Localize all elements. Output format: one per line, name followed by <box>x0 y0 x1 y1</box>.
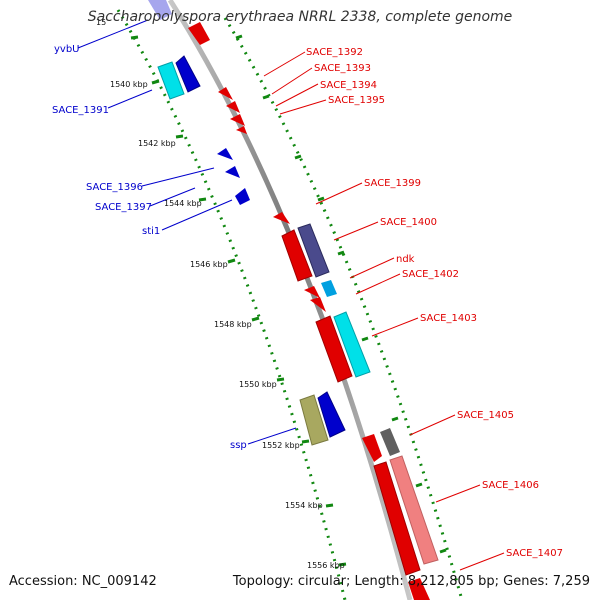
gene-feature-ndk[interactable] <box>304 286 320 298</box>
gene-feature-yvbU[interactable] <box>148 0 172 20</box>
tick-label-1556: 1556 kbp <box>307 561 345 570</box>
gene-label-SACE_1402[interactable]: SACE_1402 <box>402 269 459 280</box>
tick-label-1544: 1544 kbp <box>164 199 202 208</box>
gene-feature-SACE_1400[interactable] <box>281 229 313 282</box>
gene-feature-SACE_1400-slate[interactable] <box>297 223 330 278</box>
gene-feature-SACE_1407[interactable] <box>408 578 430 600</box>
tick-label-1548: 1548 kbp <box>214 320 252 329</box>
gene-feature-SACE_1391[interactable] <box>175 55 201 93</box>
gene-feature-SACE_1402[interactable] <box>310 297 326 312</box>
forward-strand-features <box>188 22 439 600</box>
gene-label-SACE_1391[interactable]: SACE_1391 <box>52 105 109 116</box>
gene-feature-SACE_1393[interactable] <box>226 101 240 113</box>
gene-feature-top-red[interactable] <box>188 22 210 45</box>
leader-SACE_1402 <box>355 273 401 295</box>
gene-feature-SACE_1406-salmon[interactable] <box>389 455 439 565</box>
leader-SACE_1406 <box>435 484 481 503</box>
gene-feature-ssp[interactable] <box>317 391 346 438</box>
leader-SACE_1407 <box>459 552 505 571</box>
gene-feature-SACE_1403-cyan[interactable] <box>333 311 371 378</box>
gene-feature-SACE_1399[interactable] <box>273 212 290 224</box>
leader-sti1 <box>161 199 233 231</box>
leader-SACE_1403 <box>371 317 419 337</box>
leader-SACE_1397 <box>149 187 196 207</box>
gene-feature-SACE_1402-cyan[interactable] <box>321 280 337 297</box>
tick-track-outer <box>116 9 347 600</box>
gene-label-SACE_1403[interactable]: SACE_1403 <box>420 313 477 324</box>
leader-SACE_1400 <box>333 221 379 241</box>
gene-label-SACE_1400[interactable]: SACE_1400 <box>380 217 437 228</box>
reverse-strand-features <box>148 0 346 446</box>
gene-feature-sti1[interactable] <box>235 188 250 205</box>
gene-feature-SACE_1394[interactable] <box>230 114 245 126</box>
tick-label-1554: 1554 kbp <box>285 501 323 510</box>
gene-label-SACE_1406[interactable]: SACE_1406 <box>482 480 539 491</box>
gene-feature-SACE_1403[interactable] <box>315 315 353 383</box>
leader-SACE_1394 <box>275 83 319 107</box>
leader-ndk <box>349 257 395 279</box>
gene-label-SACE_1405[interactable]: SACE_1405 <box>457 410 514 421</box>
gene-feature-SACE_1392[interactable] <box>218 87 233 100</box>
gene-label-sti1[interactable]: sti1 <box>142 226 160 237</box>
gene-label-SACE_1407[interactable]: SACE_1407 <box>506 548 563 559</box>
leader-SACE_1399 <box>315 182 363 205</box>
tick-label-1540: 1540 kbp <box>110 80 148 89</box>
gene-label-ssp[interactable]: ssp <box>230 440 247 451</box>
tick-label-1538: 15 <box>96 18 106 27</box>
leader-SACE_1395 <box>279 99 327 115</box>
leader-SACE_1392 <box>263 51 306 77</box>
accession-text: Accession: NC_009142 <box>9 574 157 589</box>
leader-ssp <box>247 427 297 445</box>
gene-feature-SACE_1391-cyan[interactable] <box>157 61 185 100</box>
leader-SACE_1396 <box>141 167 215 187</box>
gene-feature-SACE_1395[interactable] <box>236 126 247 134</box>
gene-labels: yvbU SACE_1391 SACE_1396 SACE_1397 sti1 … <box>52 44 563 559</box>
gene-label-SACE_1395[interactable]: SACE_1395 <box>328 95 385 106</box>
tick-label-1552: 1552 kbp <box>262 441 300 450</box>
tick-label-1550: 1550 kbp <box>239 380 277 389</box>
gene-feature-olive[interactable] <box>299 394 329 446</box>
tick-label-1542: 1542 kbp <box>138 139 176 148</box>
leader-yvbU <box>77 19 149 49</box>
leader-SACE_1391 <box>107 89 153 109</box>
gene-feature-SACE_1405[interactable] <box>362 434 382 462</box>
map-title: Saccharopolyspora erythraea NRRL 2338, c… <box>87 9 513 25</box>
gene-label-SACE_1396[interactable]: SACE_1396 <box>86 182 143 193</box>
label-leaders <box>77 19 505 571</box>
gene-feature-SACE_1397[interactable] <box>225 166 240 178</box>
tick-label-1546: 1546 kbp <box>190 260 228 269</box>
gene-feature-SACE_1406[interactable] <box>373 461 421 576</box>
topology-text: Topology: circular; Length: 8,212,805 bp… <box>232 574 590 589</box>
gene-label-SACE_1392[interactable]: SACE_1392 <box>306 47 363 58</box>
gene-label-SACE_1393[interactable]: SACE_1393 <box>314 63 371 74</box>
gene-label-SACE_1394[interactable]: SACE_1394 <box>320 80 377 91</box>
gene-label-ndk[interactable]: ndk <box>396 254 415 265</box>
leader-SACE_1405 <box>409 414 456 436</box>
gene-label-SACE_1399[interactable]: SACE_1399 <box>364 178 421 189</box>
leader-SACE_1393 <box>271 67 313 95</box>
tick-marks <box>130 34 447 567</box>
gene-feature-SACE_1405-gray[interactable] <box>380 428 400 456</box>
tick-labels: 15 1540 kbp 1542 kbp 1544 kbp 1546 kbp 1… <box>96 18 345 570</box>
gene-label-SACE_1397[interactable]: SACE_1397 <box>95 202 152 213</box>
gene-feature-SACE_1396[interactable] <box>217 148 233 160</box>
gene-label-yvbU[interactable]: yvbU <box>54 44 80 55</box>
